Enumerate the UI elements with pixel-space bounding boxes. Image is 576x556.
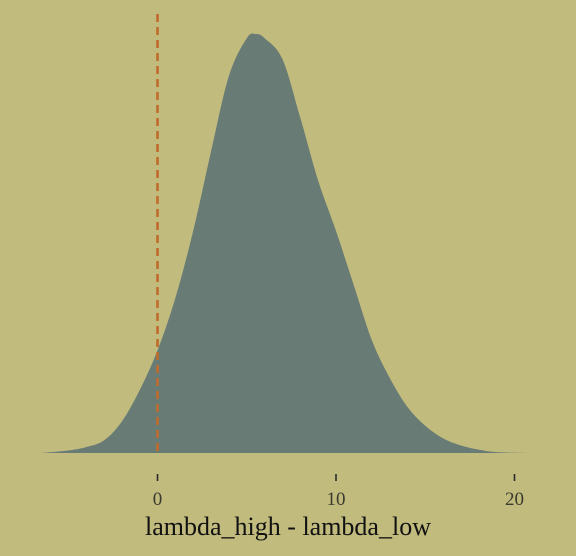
density-area: [41, 33, 533, 453]
x-tick-label: 10: [327, 489, 346, 510]
chart-marks: [41, 14, 533, 453]
x-tick-label: 0: [153, 489, 163, 510]
x-tick-label: 20: [505, 489, 524, 510]
x-axis: 0 10 20: [153, 474, 524, 510]
x-axis-title: lambda_high - lambda_low: [145, 512, 431, 541]
